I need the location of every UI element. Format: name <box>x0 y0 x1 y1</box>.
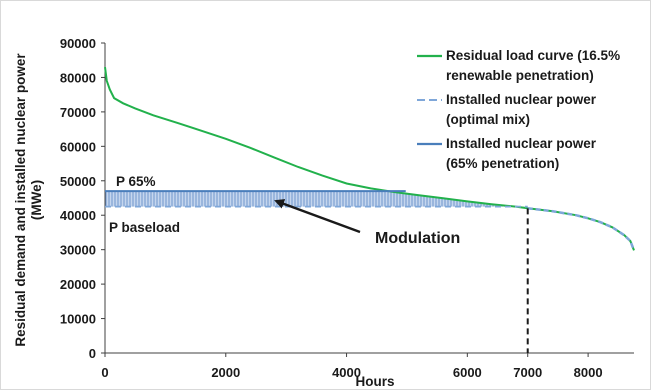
p65-label: P 65% <box>116 174 156 189</box>
x-axis-title: Hours <box>355 374 394 389</box>
legend-label: Installed nuclear power <box>446 92 597 107</box>
legend-label: (optimal mix) <box>446 112 530 127</box>
y-tick-label: 60000 <box>60 139 96 154</box>
y-tick-label: 80000 <box>60 70 96 85</box>
y-axis-title-line1: Residual demand and installed nuclear po… <box>13 53 28 347</box>
axes <box>104 43 634 354</box>
modulation-label: Modulation <box>375 230 460 247</box>
y-tick-label: 70000 <box>60 105 96 120</box>
legend-label: (65% penetration) <box>446 156 559 171</box>
y-tick-label: 0 <box>89 346 96 361</box>
series-optimal-mix-tail <box>527 207 636 251</box>
p-baseload-label: P baseload <box>109 220 180 235</box>
y-tick-label: 10000 <box>60 312 96 327</box>
legend-label: Residual load curve (16.5% <box>446 48 620 63</box>
legend: Residual load curve (16.5% renewable pene… <box>417 48 620 171</box>
y-axis-title-line2: (MWe) <box>29 180 44 220</box>
x-tick-label: 6000 <box>453 365 482 380</box>
x-tick-label: 7000 <box>513 365 542 380</box>
y-tick-label: 40000 <box>60 208 96 223</box>
x-tick-label: 2000 <box>211 365 240 380</box>
series-residual-load-line <box>104 66 635 251</box>
x-tick-label: 8000 <box>574 365 603 380</box>
ticks: 0100002000030000400005000060000700008000… <box>60 36 603 380</box>
modulation-arrow <box>274 199 361 234</box>
y-tick-label: 30000 <box>60 243 96 258</box>
legend-label: renewable penetration) <box>446 68 594 83</box>
modulation-area <box>105 191 528 209</box>
modulation-hatch <box>105 191 528 209</box>
x-tick-label: 4000 <box>332 365 361 380</box>
x-tick-label: 0 <box>101 365 108 380</box>
y-tick-label: 90000 <box>60 36 96 51</box>
y-tick-label: 50000 <box>60 174 96 189</box>
y-tick-label: 20000 <box>60 277 96 292</box>
legend-label: Installed nuclear power <box>446 136 597 151</box>
series-layer <box>104 66 636 353</box>
